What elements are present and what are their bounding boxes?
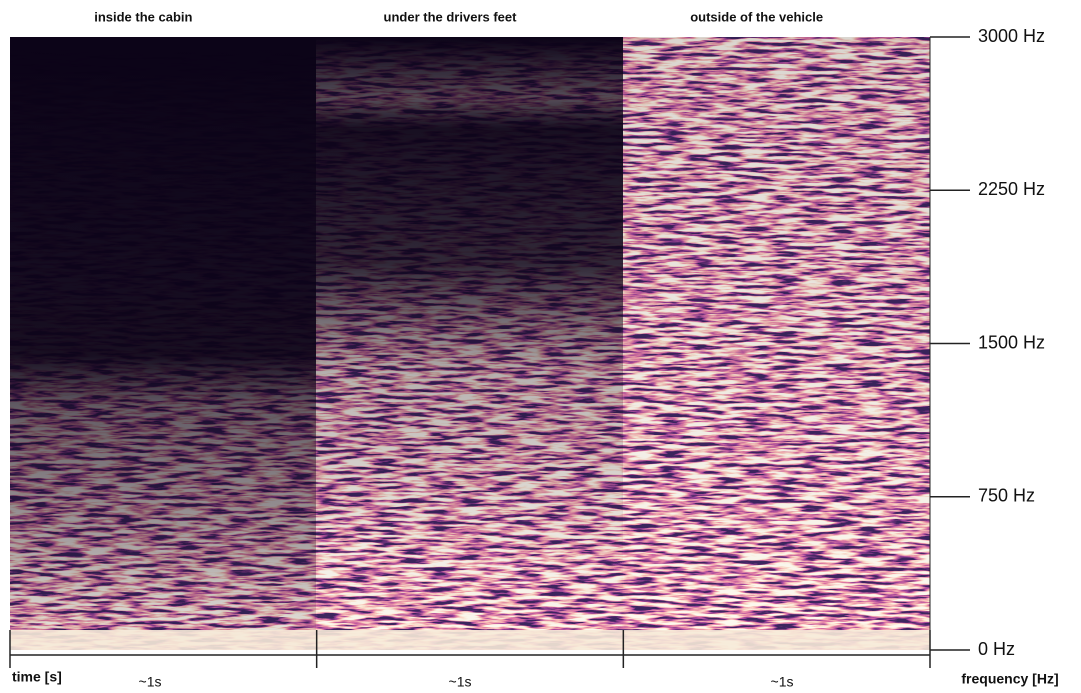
panel-title: outside of the vehicle [690, 9, 823, 24]
low-frequency-band [10, 630, 930, 650]
y-tick-label: 2250 Hz [978, 179, 1045, 199]
duration-label: ~1s [449, 674, 472, 690]
panel-title: inside the cabin [94, 9, 192, 24]
y-tick-label: 1500 Hz [978, 332, 1045, 352]
spectrogram-texture [316, 37, 623, 650]
x-axis-label: time [s] [12, 669, 62, 685]
y-tick-label: 750 Hz [978, 486, 1035, 506]
spectrogram-texture [623, 37, 930, 650]
y-tick-label: 0 Hz [978, 639, 1015, 659]
spectrogram-texture [10, 37, 316, 650]
duration-label: ~1s [139, 674, 162, 690]
y-axis-label: frequency [Hz] [961, 671, 1058, 687]
y-tick-label: 3000 Hz [978, 26, 1045, 46]
duration-label: ~1s [771, 674, 794, 690]
panel-title: under the drivers feet [384, 9, 518, 24]
